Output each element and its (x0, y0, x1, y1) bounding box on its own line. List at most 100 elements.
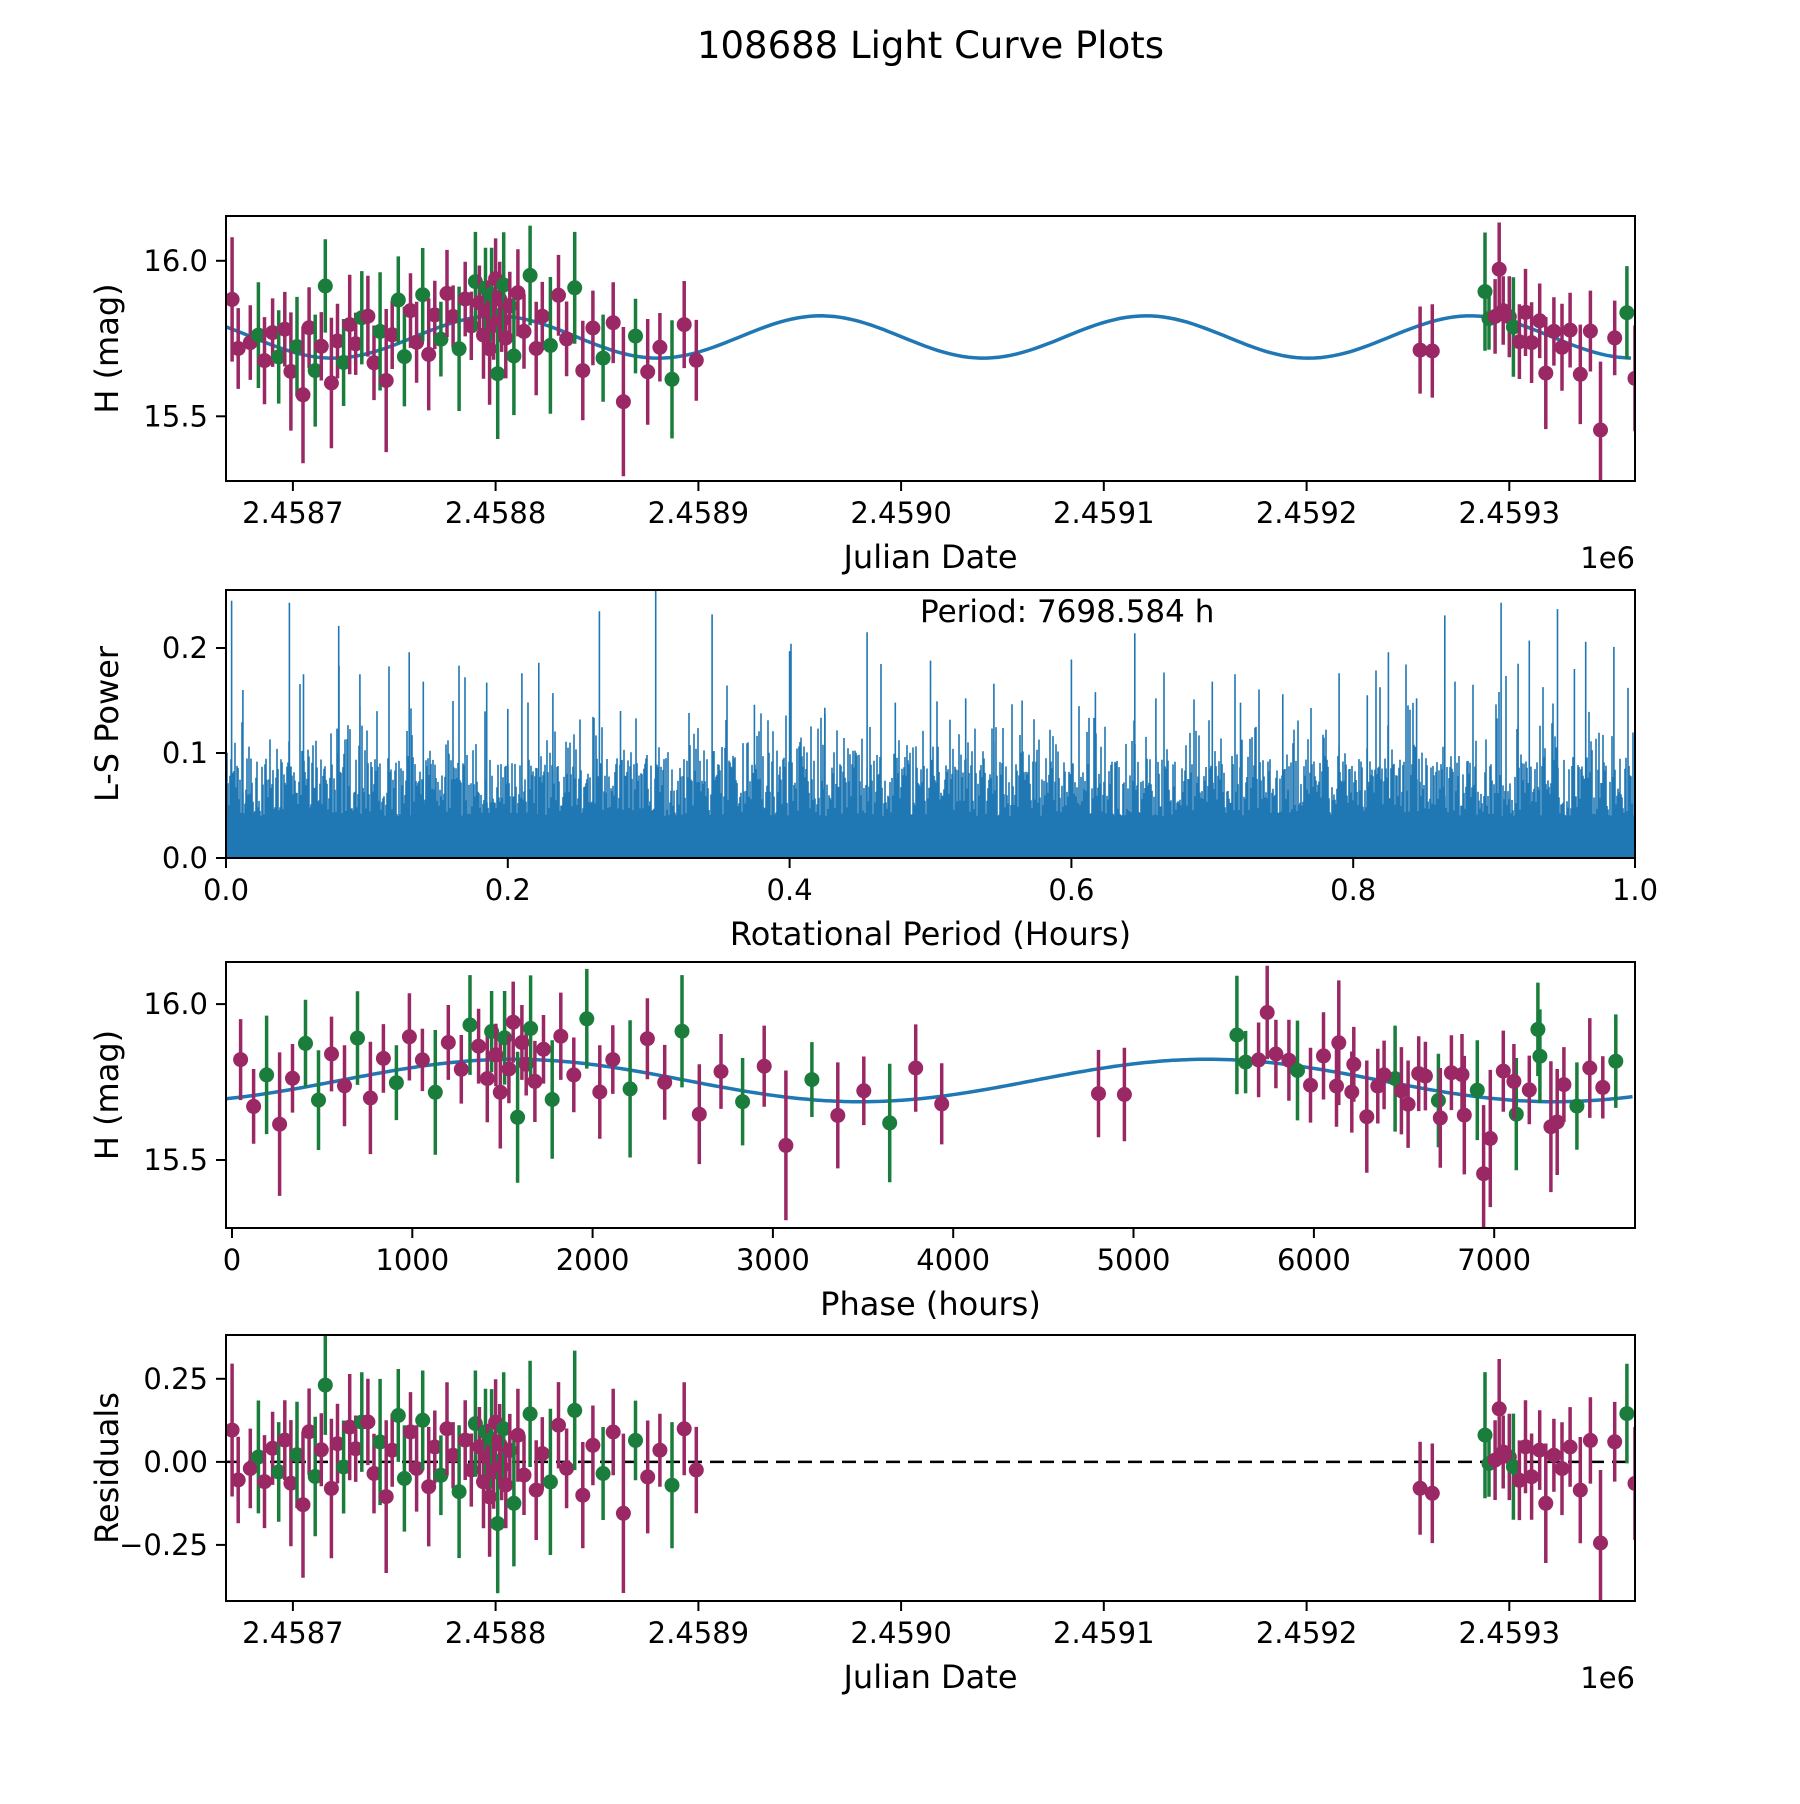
data-point (457, 1432, 473, 1448)
data-point (516, 1467, 532, 1483)
data-point (639, 1031, 655, 1047)
data-point (409, 1461, 425, 1476)
data-point (324, 1046, 339, 1062)
data-point (688, 352, 704, 368)
data-point (528, 1482, 544, 1498)
data-point (1546, 323, 1562, 339)
data-point (605, 1424, 621, 1440)
scatter-series (233, 965, 1624, 1228)
data-point (1572, 1482, 1588, 1498)
data-point (301, 1424, 317, 1440)
x-tick-label: 2.4593 (1459, 1616, 1560, 1650)
data-point (592, 1084, 608, 1100)
data-point (336, 355, 352, 370)
data-point (496, 277, 512, 293)
data-point (1524, 335, 1540, 351)
data-point (1532, 1048, 1548, 1064)
data-point (1482, 1131, 1498, 1146)
data-point (1518, 1439, 1533, 1455)
data-point (510, 285, 526, 301)
y-tick-label: 16.0 (143, 244, 208, 278)
data-point (1116, 1087, 1132, 1102)
data-point (1370, 1078, 1386, 1094)
data-point (265, 325, 281, 341)
data-point (506, 348, 522, 364)
data-point (451, 341, 467, 357)
data-point (360, 1414, 376, 1430)
data-point (277, 1432, 293, 1448)
data-point (1491, 261, 1507, 277)
data-point (336, 1459, 352, 1475)
data-point (1521, 1082, 1537, 1098)
data-point (575, 1487, 591, 1503)
x-tick-label: 2.4588 (445, 496, 546, 530)
x-tick-label: 0 (223, 1243, 241, 1277)
data-point (674, 1023, 690, 1039)
data-point (283, 1475, 299, 1491)
data-point (301, 320, 317, 336)
data-point (259, 1067, 275, 1083)
data-point (585, 1437, 601, 1453)
y-tick-label: 0.1 (162, 736, 208, 770)
data-point (242, 1461, 258, 1476)
data-point (1572, 366, 1588, 382)
x-tick-label: 6000 (1277, 1243, 1351, 1277)
x-tick-label: 0.6 (1048, 873, 1094, 907)
data-point (1582, 323, 1598, 339)
data-point (934, 1096, 950, 1112)
data-point (257, 353, 272, 369)
data-point (605, 1052, 621, 1068)
data-point (246, 1098, 262, 1114)
data-point (496, 1421, 512, 1437)
data-point (298, 1035, 313, 1051)
data-point (323, 375, 339, 391)
data-point (311, 1092, 326, 1108)
data-point (490, 366, 506, 382)
data-point (362, 1090, 378, 1106)
data-point (735, 1094, 751, 1110)
data-point (691, 1106, 707, 1122)
data-point (567, 280, 583, 296)
data-point (523, 1020, 539, 1036)
data-point (1376, 1067, 1392, 1083)
data-point (830, 1107, 846, 1123)
data-point (505, 1014, 521, 1030)
data-point (676, 1421, 692, 1437)
data-point (1469, 1082, 1485, 1098)
data-point (553, 1028, 569, 1044)
data-point (522, 1406, 538, 1422)
data-point (427, 1439, 443, 1455)
data-point (756, 1058, 772, 1074)
data-point (283, 364, 299, 379)
data-point (313, 1442, 329, 1458)
data-point (1562, 322, 1578, 338)
data-point (559, 331, 575, 347)
y-tick-label: 0.0 (162, 841, 208, 875)
data-point (1505, 319, 1521, 335)
data-point (440, 1035, 456, 1050)
data-point (622, 1081, 638, 1097)
data-point (1290, 1063, 1305, 1078)
data-point (307, 1469, 323, 1484)
data-point (348, 1441, 364, 1457)
data-point (313, 338, 329, 354)
data-point (1424, 1485, 1440, 1501)
x-tick-label: 0.4 (767, 873, 813, 907)
x-tick-label: 2.4587 (242, 496, 343, 530)
data-point (1508, 1106, 1524, 1122)
data-point (492, 1084, 508, 1100)
figure-title: 108688 Light Curve Plots (697, 24, 1164, 67)
data-point (479, 1071, 495, 1087)
data-point (778, 1137, 794, 1153)
axis-offset-label: 1e6 (1580, 1661, 1635, 1695)
data-point (1491, 1401, 1507, 1417)
data-point (233, 1052, 249, 1068)
data-point (536, 1041, 551, 1057)
y-tick-label: 15.5 (143, 1143, 208, 1177)
data-point (1412, 342, 1428, 358)
data-point (595, 1466, 611, 1481)
data-point (1495, 1063, 1511, 1079)
data-point (1532, 1442, 1548, 1458)
